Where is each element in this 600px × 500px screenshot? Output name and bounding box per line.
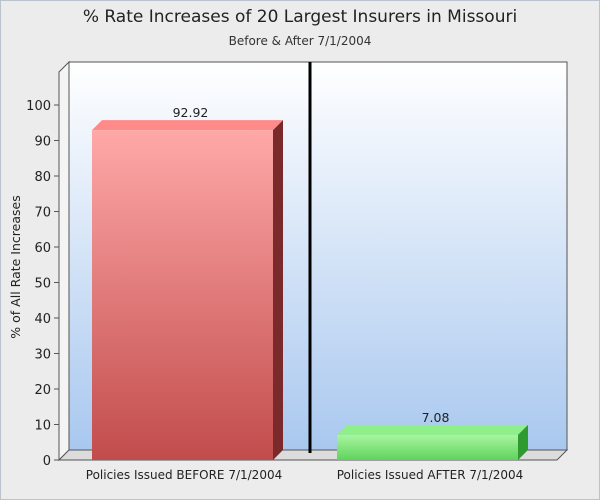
bars-group: 92.92 7.08 (92, 105, 528, 460)
bar-side (518, 424, 528, 460)
y-axis-label: % of All Rate Increases (8, 195, 23, 338)
y-tick-label: 50 (34, 277, 51, 292)
chart-title: % Rate Increases of 20 Largest Insurers … (83, 7, 517, 27)
x-category-label: Policies Issued BEFORE 7/1/2004 (86, 468, 282, 482)
x-category-label: Policies Issued AFTER 7/1/2004 (337, 468, 524, 482)
y-tick-label: 80 (34, 170, 51, 185)
plot-left-wall (58, 60, 70, 462)
bar-value-label: 92.92 (173, 105, 209, 120)
bar-top (337, 424, 528, 435)
y-tick-label: 30 (34, 348, 51, 363)
y-tick-label: 20 (34, 383, 51, 398)
bar-front (337, 434, 518, 460)
y-tick-label: 70 (34, 206, 51, 221)
bar-side (273, 120, 283, 460)
chart-subtitle: Before & After 7/1/2004 (229, 34, 372, 48)
y-axis-ticks: 0 10 20 30 40 50 60 70 80 90 100 (26, 99, 59, 469)
y-tick-label: 100 (26, 99, 51, 114)
bar-front (92, 130, 273, 460)
bar-top (92, 120, 283, 131)
y-tick-label: 40 (34, 312, 51, 327)
y-tick-label: 0 (43, 454, 51, 469)
y-tick-label: 10 (34, 419, 51, 434)
y-tick-label: 60 (34, 241, 51, 256)
y-tick-label: 90 (34, 135, 51, 150)
x-axis-labels: Policies Issued BEFORE 7/1/2004 Policies … (86, 468, 523, 482)
bar-value-label: 7.08 (422, 410, 450, 425)
